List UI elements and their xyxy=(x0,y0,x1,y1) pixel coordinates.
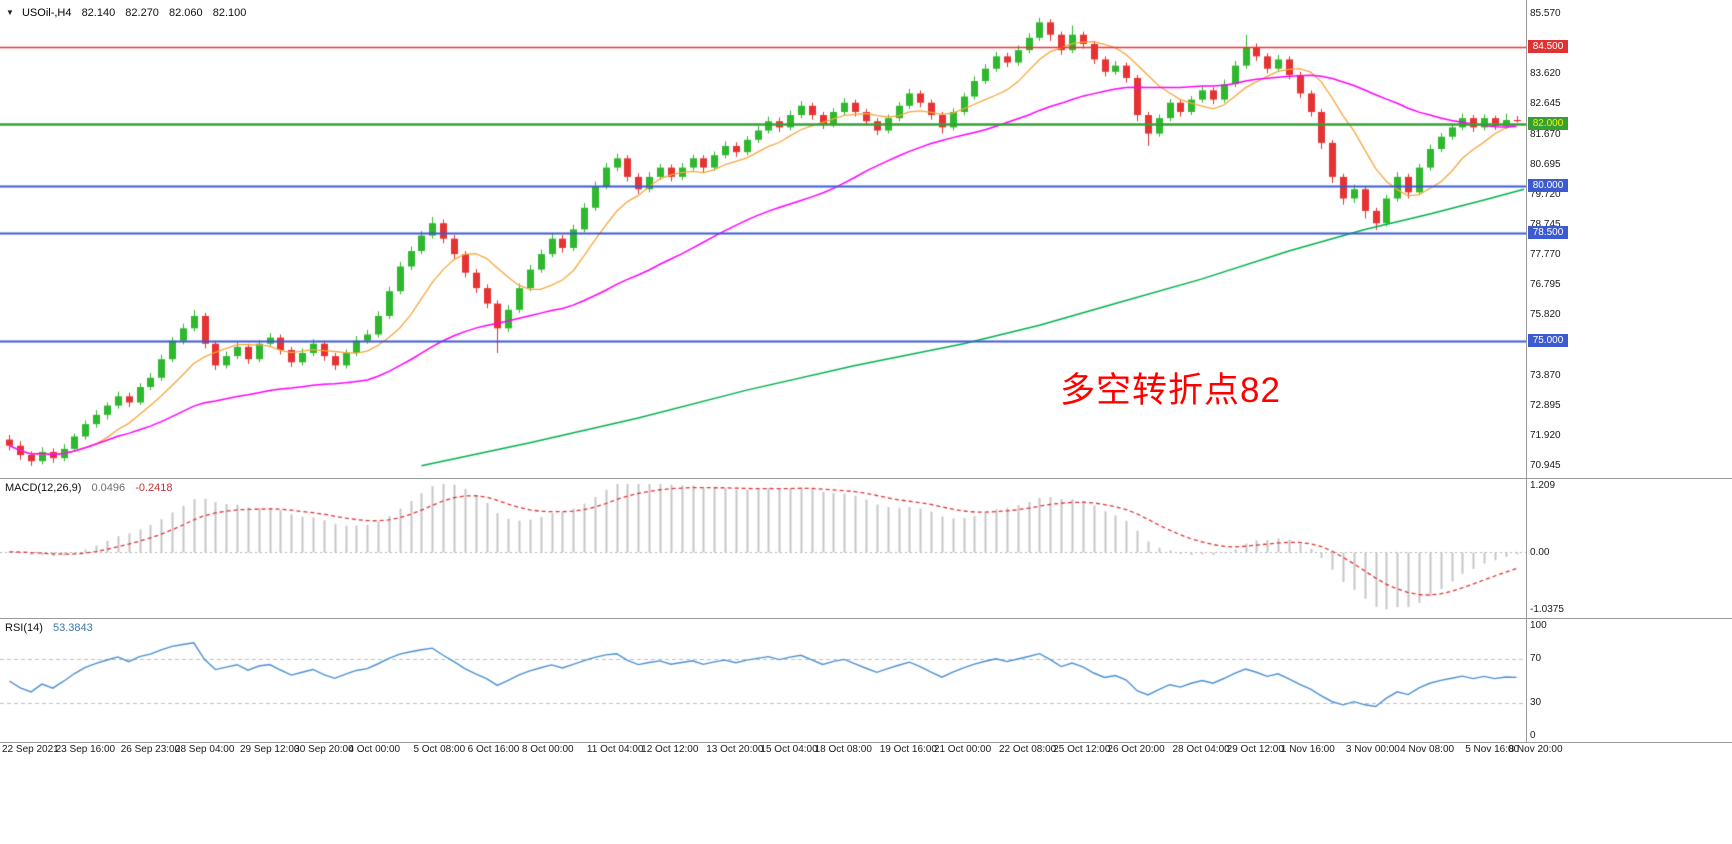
time-axis[interactable] xyxy=(0,742,1732,762)
rsi-indicator-label: RSI(14) xyxy=(5,622,43,634)
price-macd-panel-divider[interactable] xyxy=(0,478,1732,479)
rsi-panel-canvas[interactable] xyxy=(0,618,1526,742)
macd-indicator-label: MACD(12,26,9) xyxy=(5,482,82,494)
macd-panel-canvas[interactable] xyxy=(0,478,1526,618)
macd-main-value: 0.0496 xyxy=(91,482,126,494)
chart-annotation-text: 多空转折点82 xyxy=(1060,371,1281,410)
macd-signal-value: -0.2418 xyxy=(135,482,173,494)
price-chart-canvas[interactable] xyxy=(0,0,1526,478)
macd-rsi-panel-divider[interactable] xyxy=(0,618,1732,619)
ohlc-open-value: 82.140 xyxy=(81,7,116,19)
symbol-header: ▼ USOil-,H4 82.140 82.270 82.060 82.100 xyxy=(6,7,246,19)
ohlc-low-value: 82.060 xyxy=(169,7,203,19)
rsi-indicator-header: RSI(14) 53.3843 xyxy=(5,622,93,634)
ohlc-high-value: 82.270 xyxy=(125,7,159,19)
macd-indicator-header: MACD(12,26,9) 0.0496 -0.2418 xyxy=(5,482,173,494)
price-axis-separator xyxy=(1526,0,1527,742)
symbol-dropdown-icon[interactable]: ▼ xyxy=(6,8,14,17)
ohlc-close-value: 82.100 xyxy=(212,7,247,19)
time-axis-separator xyxy=(0,742,1732,743)
symbol-title: USOil-,H4 xyxy=(21,7,72,19)
price-axis[interactable] xyxy=(1527,0,1732,742)
rsi-current-value: 53.3843 xyxy=(52,622,93,634)
